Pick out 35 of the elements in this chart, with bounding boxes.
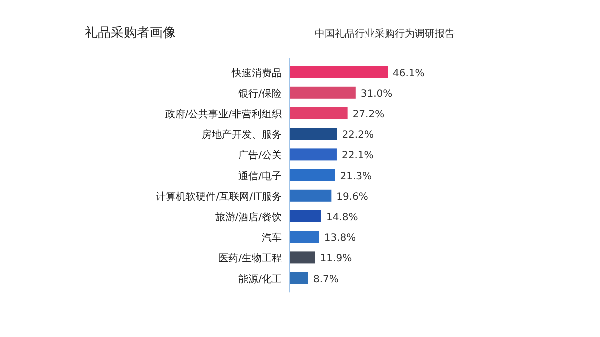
bar: [290, 148, 337, 161]
y-tick-label: 快速消费品: [231, 67, 282, 80]
y-tick-label: 旅游/酒店/餐饮: [215, 212, 282, 224]
data-label: 19.6%: [336, 192, 368, 203]
data-label: 31.0%: [360, 88, 393, 100]
bar: [290, 128, 338, 140]
y-tick-label: 通信/电子: [238, 170, 282, 182]
bar: [290, 252, 316, 264]
chart-subtitle: 中国礼品行业采购行为调研报告: [315, 28, 455, 40]
data-label: 13.8%: [324, 233, 356, 244]
y-tick-label: 房地产开发、服务: [202, 129, 282, 142]
y-tick-label: 医药/生物工程: [218, 252, 282, 265]
y-tick-label: 计算机软硬件/互联网/IT服务: [156, 190, 282, 203]
text: 礼品采购者画像: [85, 26, 176, 41]
data-label: 21.3%: [340, 171, 372, 182]
bar: [290, 272, 308, 284]
data-label: 14.8%: [326, 212, 358, 224]
bar: [290, 108, 348, 120]
data-label: 22.1%: [342, 150, 374, 162]
y-tick-label: 广告/公关: [238, 150, 282, 162]
bar: [290, 169, 336, 182]
bar: [290, 231, 320, 244]
bar: [290, 210, 322, 222]
bar: [290, 86, 356, 99]
bar: [290, 190, 332, 202]
bar: [290, 66, 388, 78]
y-tick-label: 能源/化工: [238, 273, 282, 286]
data-label: 27.2%: [352, 110, 385, 120]
y-tick-label: 银行/保险: [238, 88, 282, 100]
y-tick-label: 政府/公共事业/非营利组织: [165, 108, 282, 120]
y-tick-label: 汽车: [262, 232, 282, 244]
data-label: 46.1%: [393, 68, 425, 80]
data-label: 11.9%: [320, 254, 352, 265]
data-label: 8.7%: [313, 274, 339, 286]
data-label: 22.2%: [342, 130, 374, 142]
